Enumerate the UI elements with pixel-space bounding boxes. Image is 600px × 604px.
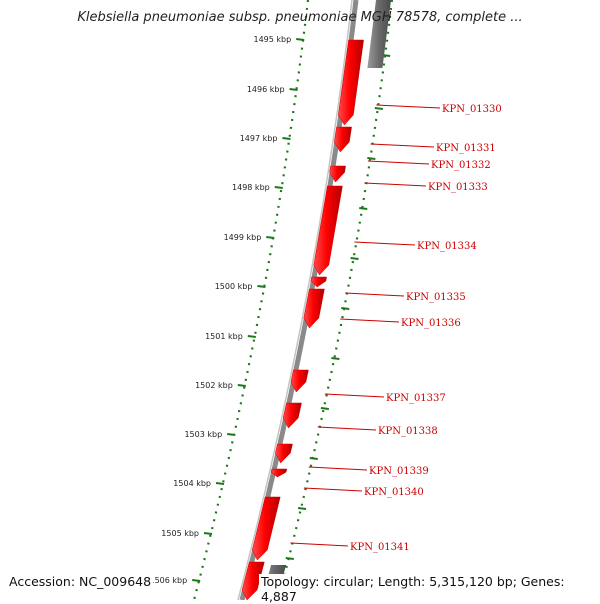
gene-label: KPN_01337: [386, 393, 446, 404]
ruler-tick: [257, 285, 266, 288]
gene-track-tick: [341, 307, 350, 310]
gene-arrow: [241, 561, 265, 600]
ruler-tick: [289, 88, 298, 91]
ruler-tick: [282, 137, 291, 140]
gene-track-tick: [285, 557, 294, 560]
gene-track-tick: [309, 457, 318, 460]
gene-label: KPN_01334: [417, 241, 477, 252]
ruler-label: 1501 kbp: [205, 332, 243, 341]
labels-layer: KPN_01330 KPN_01331 KPN_01332 KPN_01333 KPN_…: [290, 104, 502, 553]
gene-track-tick: [374, 107, 383, 110]
ruler-label: 1496 kbp: [247, 85, 285, 94]
gene-arrow: [252, 496, 281, 561]
ruler-label: 1506 kbp: [149, 576, 187, 585]
ruler-label: 1498 kbp: [232, 183, 270, 192]
map-title: Klebsiella pneumoniae subsp. pneumoniae …: [77, 10, 523, 25]
ruler-label: 1505 kbp: [161, 529, 199, 538]
ruler-tick: [247, 335, 256, 338]
gene-callout-line: [303, 487, 363, 492]
gene-label: KPN_01333: [428, 182, 488, 193]
ruler-label: 1500 kbp: [215, 282, 253, 291]
ruler-tick: [227, 433, 236, 436]
gene-callout-line: [364, 182, 427, 187]
ruler-tick: [266, 236, 275, 239]
gene-arrow: [310, 276, 327, 288]
gene-track-tick: [367, 157, 376, 160]
gene-callout-line: [340, 318, 400, 323]
gene-callout-line: [354, 241, 416, 246]
topology-text: Topology: circular; Length: 5,315,120 bp…: [259, 574, 600, 604]
ruler-tick: [296, 38, 305, 41]
gene-arrow: [334, 126, 352, 153]
gene-track-tick: [331, 357, 340, 360]
gene-arrow: [338, 39, 364, 126]
gene-arrow: [275, 443, 293, 464]
backbone-highlight: [237, 0, 353, 600]
gene-callout-line: [367, 160, 430, 165]
gene-label: KPN_01338: [378, 426, 438, 437]
ruler-tick: [203, 532, 213, 535]
gene-label: KPN_01341: [350, 542, 410, 553]
gene-callout-line: [317, 426, 377, 431]
gene-track-tick: [320, 407, 330, 410]
ruler-tick: [237, 384, 246, 387]
gene-label: KPN_01336: [401, 318, 461, 329]
ruler-label: 1502 kbp: [195, 381, 233, 390]
gene-track-tick: [359, 207, 368, 210]
gene-callout-line: [290, 542, 349, 547]
ruler-layer: 1495 kbp 1496 kbp 1497 kbp 1498 kbp 1499 kbp…: [149, 35, 391, 585]
gene-label: KPN_01330: [442, 104, 502, 115]
gene-arrow: [290, 369, 309, 393]
gray-gene-block: [367, 0, 391, 68]
gene-label: KPN_01332: [431, 160, 491, 171]
gene-arrow: [303, 288, 325, 329]
ruler-label: 1497 kbp: [240, 134, 278, 143]
gene-label: KPN_01339: [369, 466, 429, 477]
accession-text: Accession: NC_009648: [7, 574, 154, 589]
gene-arrow: [313, 185, 343, 276]
gene-label: KPN_01331: [436, 143, 496, 154]
ruler-tick: [274, 186, 283, 189]
gene-callout-line: [345, 292, 405, 297]
ruler-label: 1504 kbp: [173, 479, 211, 488]
gene-track-tick: [350, 257, 359, 260]
ruler-label: 1495 kbp: [254, 35, 292, 44]
gene-arrow: [329, 165, 346, 183]
gene-callout-line: [370, 143, 435, 148]
gene-arrow: [282, 402, 302, 429]
gene-callout-line: [324, 393, 385, 398]
gene-callout-line: [308, 466, 368, 471]
gene-track-tick: [297, 507, 307, 510]
ruler-tick: [215, 482, 225, 485]
ruler-label: 1499 kbp: [224, 233, 262, 242]
gene-label: KPN_01335: [406, 292, 466, 303]
gene-arrow: [270, 468, 288, 478]
ruler-tick: [192, 579, 201, 582]
gene-label: KPN_01340: [364, 487, 424, 498]
ruler-label: 1503 kbp: [184, 430, 222, 439]
gene-callout-line: [376, 104, 441, 109]
